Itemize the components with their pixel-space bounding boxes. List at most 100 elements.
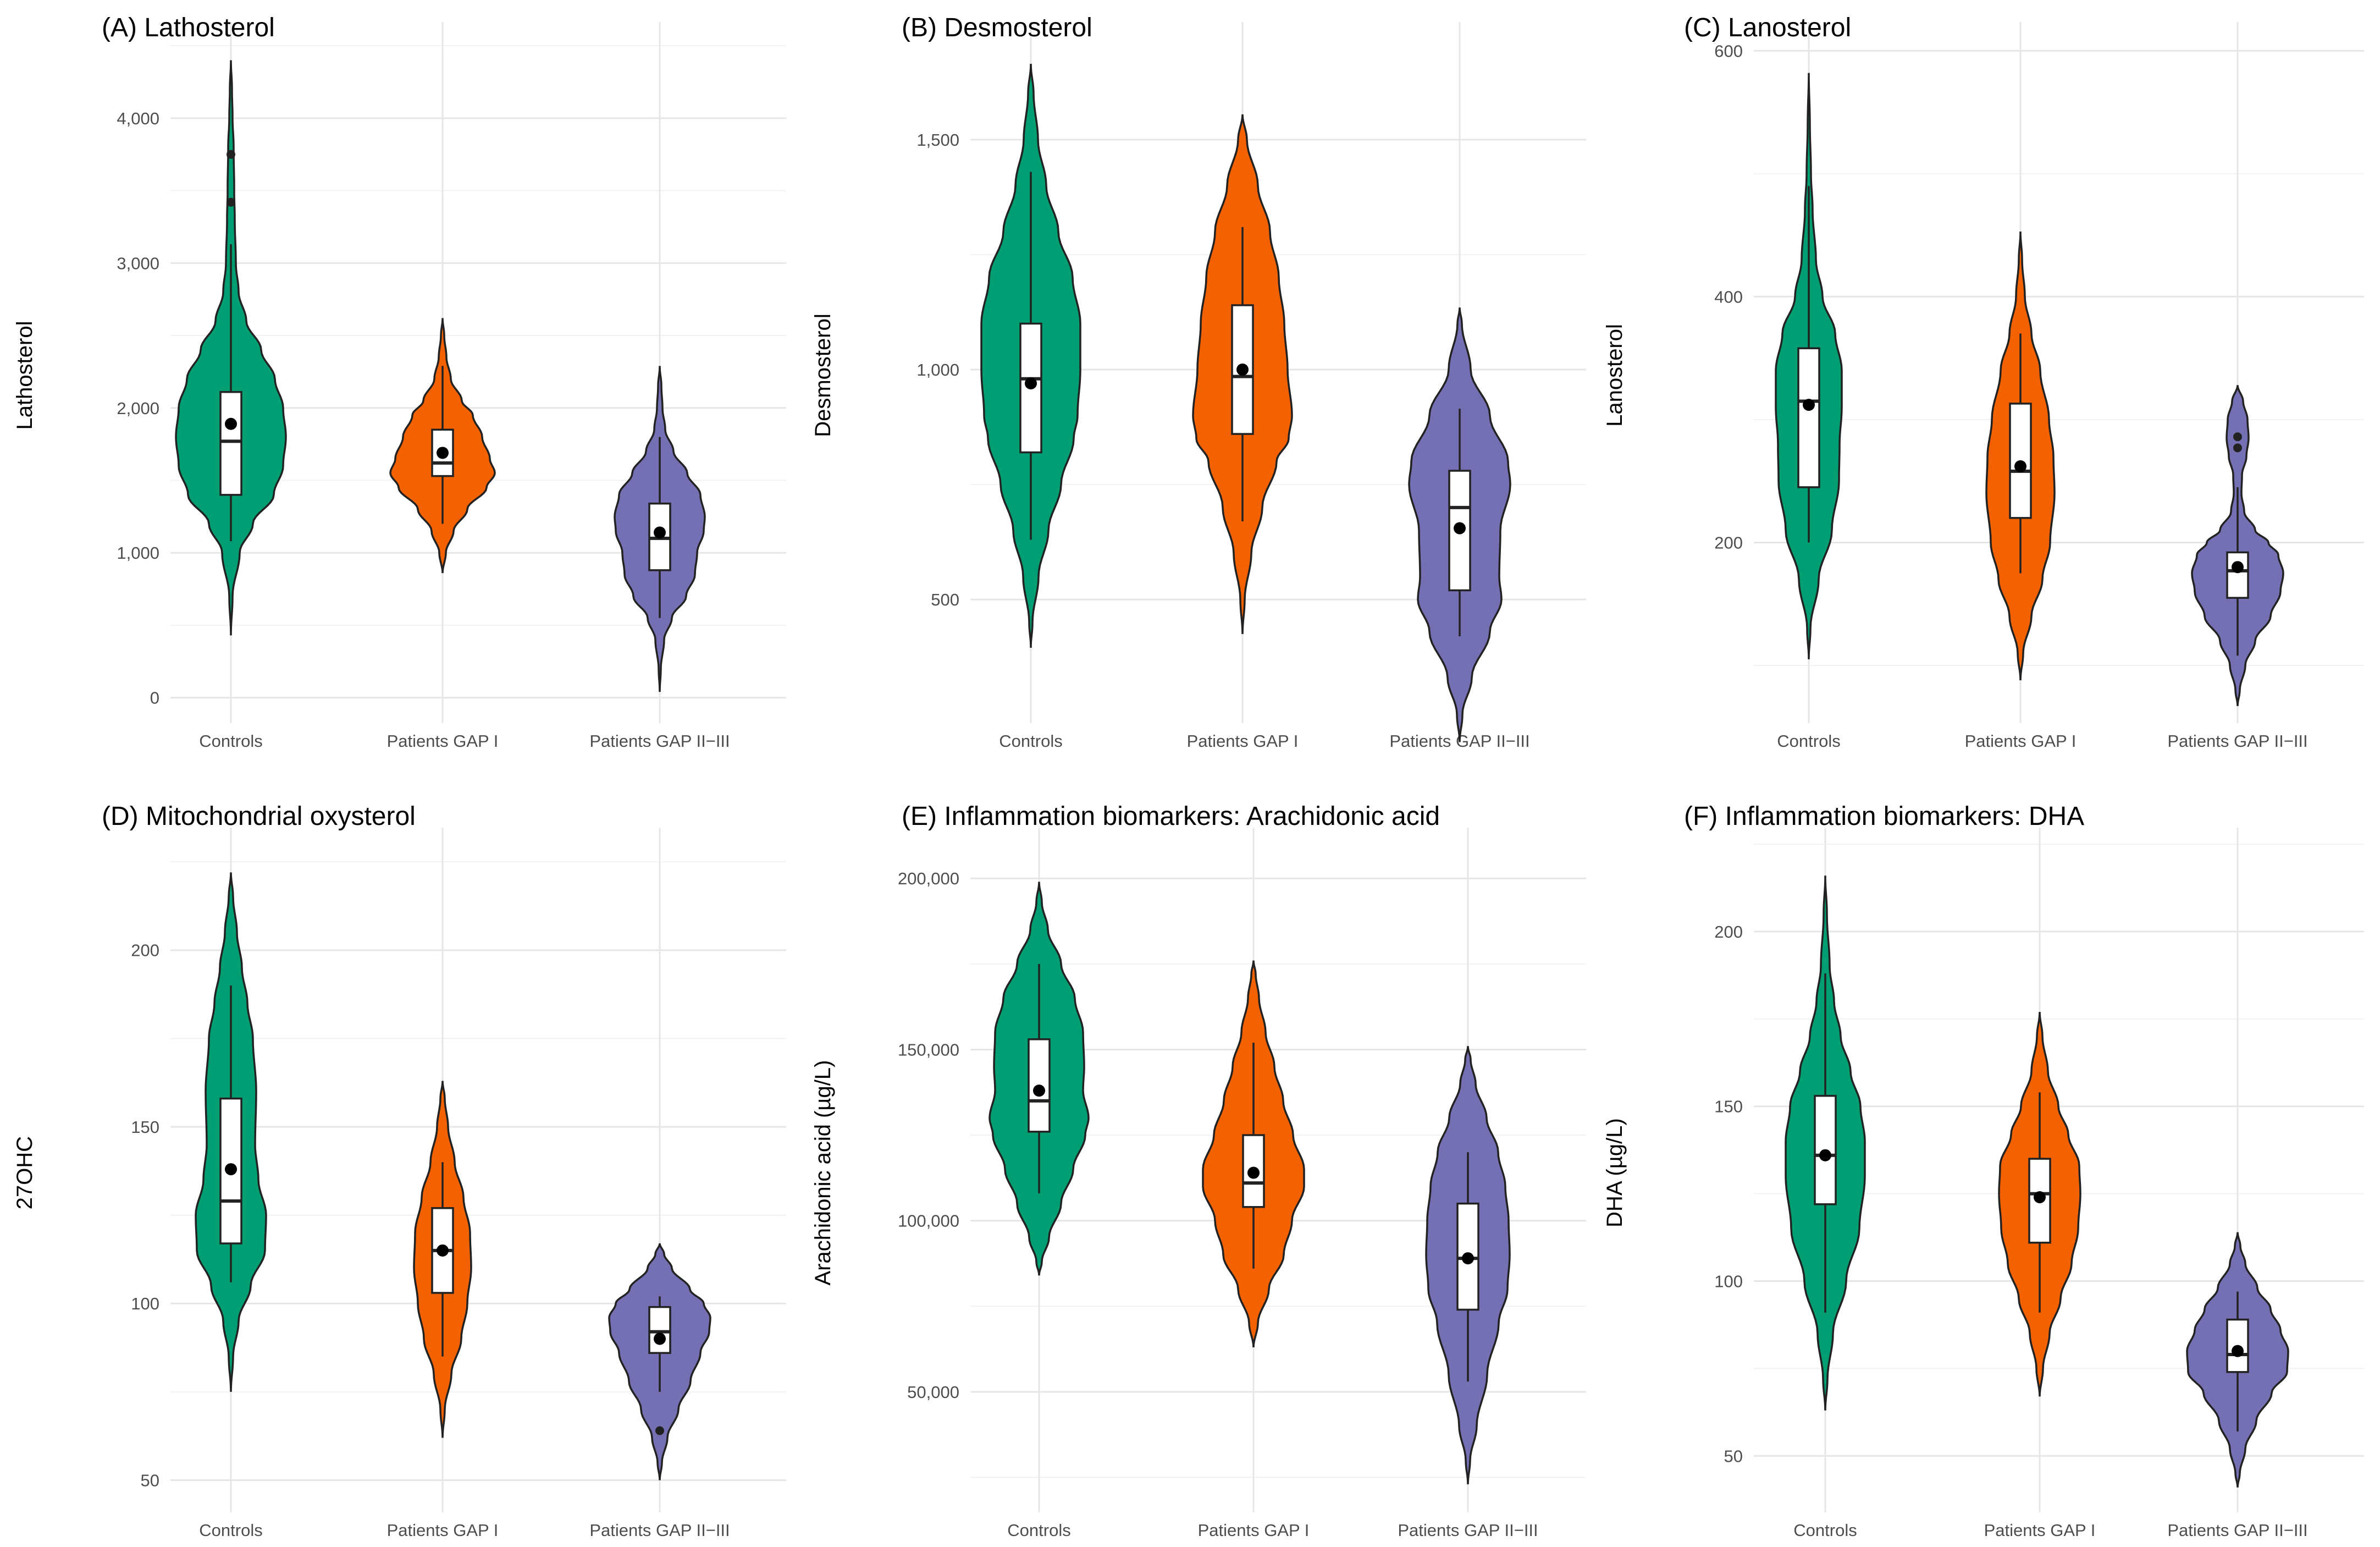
y-tick-label: 2,000 xyxy=(117,399,159,418)
panel-6: 50 100 150 200 Controls Patients GAP I Patient… xyxy=(1603,802,2364,1540)
y-tick-label: 200 xyxy=(1714,533,1743,553)
y-axis-label: Arachidonic acid (µg/L) xyxy=(811,1060,835,1286)
y-tick-label: 100 xyxy=(131,1294,159,1313)
panel-title: (A) Lathosterol xyxy=(102,13,275,42)
x-tick-label: Controls xyxy=(999,731,1062,751)
y-tick-label: 100,000 xyxy=(898,1212,959,1231)
panel-5: 50,000 100,000 150,000 200,000 Controls Patie… xyxy=(811,802,1586,1540)
y-tick-label: 1,500 xyxy=(916,130,959,150)
mean-point xyxy=(1236,364,1249,376)
y-tick-label: 200 xyxy=(131,941,159,960)
panel-1: 0 1,000 2,000 3,000 4,000 Controls Patients GA… xyxy=(13,13,786,751)
mean-point xyxy=(1819,1149,1831,1161)
violin-group xyxy=(608,1243,711,1480)
mean-point xyxy=(437,447,449,459)
violin-group xyxy=(389,318,496,574)
x-tick-label: Patients GAP I xyxy=(1984,1521,2096,1540)
x-tick-label: Patients GAP I xyxy=(1965,731,2077,751)
mean-point xyxy=(1462,1252,1474,1265)
y-axis-label: Desmosterol xyxy=(811,313,835,437)
y-axis-label: Lathosterol xyxy=(13,321,37,430)
x-tick-label: Controls xyxy=(1777,731,1840,751)
x-tick-label: Controls xyxy=(1007,1521,1070,1540)
outlier-point xyxy=(655,1426,664,1435)
mean-point xyxy=(437,1244,449,1257)
y-tick-label: 50 xyxy=(141,1471,159,1490)
outlier-point xyxy=(227,150,235,159)
x-tick-label: Controls xyxy=(199,1521,262,1540)
violin-group xyxy=(614,366,706,692)
y-tick-label: 150 xyxy=(131,1117,159,1137)
x-tick-label: Patients GAP II−III xyxy=(2167,1521,2307,1540)
mean-point xyxy=(654,1333,666,1345)
mean-point xyxy=(2034,1191,2046,1203)
mean-point xyxy=(654,526,666,539)
violin-group xyxy=(1425,1046,1511,1484)
violin-group xyxy=(1192,114,1293,634)
violin-group xyxy=(175,60,287,636)
y-tick-label: 100 xyxy=(1714,1272,1743,1291)
y-tick-label: 0 xyxy=(150,689,159,708)
mean-point xyxy=(1803,399,1815,411)
panel-title: (D) Mitochondrial oxysterol xyxy=(102,802,416,831)
y-tick-label: 500 xyxy=(931,590,959,609)
panel-title: (E) Inflammation biomarkers: Arachidonic… xyxy=(902,802,1440,831)
mean-point xyxy=(2232,561,2244,574)
mean-point xyxy=(225,1163,237,1176)
violin-group xyxy=(2186,1232,2289,1488)
violin-group xyxy=(1985,231,2056,680)
iqr-box xyxy=(648,1306,671,1354)
outlier-point xyxy=(2233,432,2242,442)
iqr-box xyxy=(2226,551,2249,599)
y-axis-label: 27OHC xyxy=(13,1136,37,1209)
mean-point xyxy=(1033,1084,1045,1097)
violin-group xyxy=(1202,960,1305,1347)
mean-point xyxy=(2232,1345,2244,1357)
violin-group xyxy=(980,63,1081,648)
x-tick-label: Patients GAP I xyxy=(387,1521,499,1540)
panel-title: (B) Desmosterol xyxy=(902,13,1092,42)
violin-group xyxy=(1785,876,1866,1411)
y-tick-label: 600 xyxy=(1714,41,1743,60)
y-tick-label: 150,000 xyxy=(898,1040,959,1059)
x-tick-label: Patients GAP II−III xyxy=(589,1521,730,1540)
y-tick-label: 200,000 xyxy=(898,869,959,888)
y-tick-label: 1,000 xyxy=(916,360,959,379)
y-tick-label: 3,000 xyxy=(117,254,159,273)
violin-group xyxy=(1408,307,1511,742)
violin-group xyxy=(413,1081,472,1438)
y-tick-label: 1,000 xyxy=(117,543,159,563)
panel-4: 50 100 150 200 Controls Patients GAP I Patient… xyxy=(13,802,786,1540)
mean-point xyxy=(225,417,237,430)
x-tick-label: Patients GAP II−III xyxy=(589,731,730,751)
violin-group xyxy=(1775,73,1843,659)
panel-title: (F) Inflammation biomarkers: DHA xyxy=(1684,802,2084,831)
violin-group xyxy=(2191,385,2284,706)
iqr-box xyxy=(1242,1134,1265,1208)
violin-group xyxy=(195,872,267,1392)
y-tick-label: 200 xyxy=(1714,922,1743,942)
y-tick-label: 4,000 xyxy=(117,109,159,128)
outlier-point xyxy=(227,197,235,207)
y-axis-label: Lanosterol xyxy=(1603,324,1627,427)
y-tick-label: 50 xyxy=(1724,1446,1743,1466)
violin-group xyxy=(1998,1012,2081,1397)
x-tick-label: Patients GAP I xyxy=(1198,1521,1310,1540)
x-tick-label: Patients GAP I xyxy=(1187,731,1299,751)
mean-point xyxy=(1454,522,1466,535)
panel-title: (C) Lanosterol xyxy=(1684,13,1851,42)
y-axis-label: DHA (µg/L) xyxy=(1603,1118,1627,1227)
mean-point xyxy=(1247,1166,1260,1179)
y-tick-label: 400 xyxy=(1714,287,1743,306)
y-tick-label: 50,000 xyxy=(907,1383,959,1402)
mean-point xyxy=(2014,460,2026,472)
outlier-point xyxy=(2233,443,2242,453)
y-tick-label: 150 xyxy=(1714,1097,1743,1116)
x-tick-label: Controls xyxy=(199,731,262,751)
iqr-box xyxy=(1797,347,1820,488)
x-tick-label: Controls xyxy=(1793,1521,1857,1540)
panel-3: 200 400 600 Controls Patients GAP I Patients … xyxy=(1603,13,2364,751)
x-tick-label: Patients GAP II−III xyxy=(2167,731,2307,751)
